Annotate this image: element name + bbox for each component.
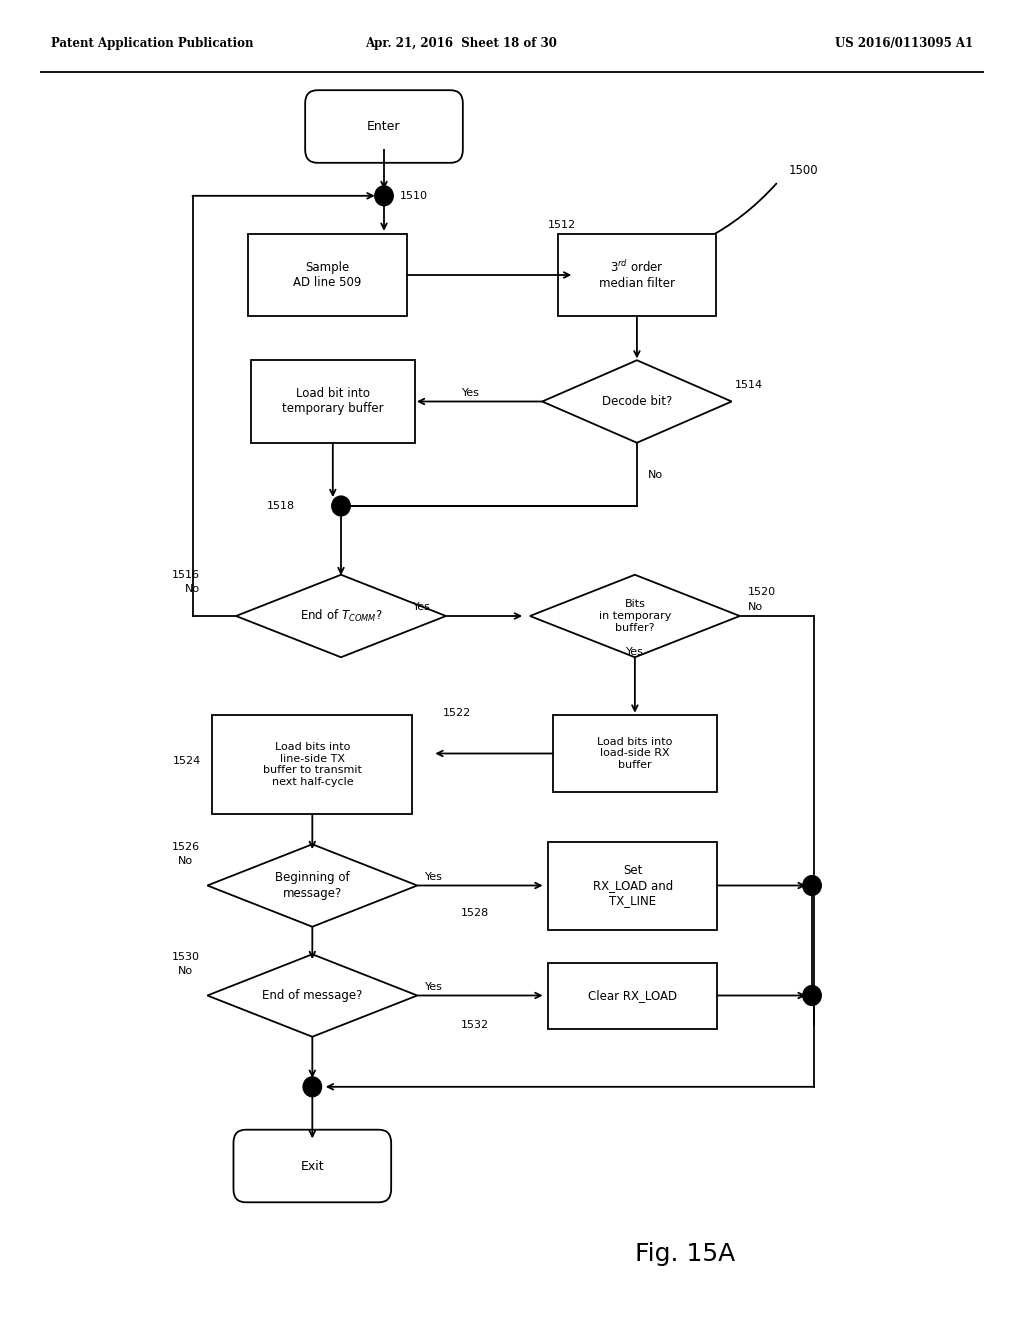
- Bar: [549, 962, 717, 1028]
- Text: Yes: Yes: [425, 982, 442, 991]
- Text: 1516: 1516: [172, 570, 200, 581]
- Text: Load bits into
line-side TX
buffer to transmit
next half-cycle: Load bits into line-side TX buffer to tr…: [263, 742, 361, 787]
- Text: No: No: [177, 966, 193, 977]
- Circle shape: [803, 986, 821, 1006]
- Text: Exit: Exit: [300, 1159, 325, 1172]
- Text: Bits
in temporary
buffer?: Bits in temporary buffer?: [599, 599, 671, 632]
- Text: 1528: 1528: [461, 908, 489, 917]
- Circle shape: [332, 496, 350, 516]
- Text: Yes: Yes: [462, 388, 480, 397]
- Bar: [213, 715, 412, 814]
- Text: No: No: [184, 583, 200, 594]
- Circle shape: [803, 875, 821, 895]
- Text: 1520: 1520: [748, 587, 775, 597]
- Text: 1510: 1510: [399, 191, 427, 201]
- Bar: [248, 234, 407, 317]
- Text: US 2016/0113095 A1: US 2016/0113095 A1: [835, 37, 973, 50]
- FancyBboxPatch shape: [233, 1130, 391, 1203]
- Text: Yes: Yes: [626, 647, 644, 657]
- Text: Patent Application Publication: Patent Application Publication: [51, 37, 254, 50]
- Text: 1500: 1500: [788, 164, 818, 177]
- FancyBboxPatch shape: [305, 90, 463, 162]
- Text: Fig. 15A: Fig. 15A: [635, 1242, 735, 1266]
- Polygon shape: [543, 360, 731, 442]
- Text: Set
RX_LOAD and
TX_LINE: Set RX_LOAD and TX_LINE: [593, 865, 673, 907]
- Polygon shape: [530, 574, 739, 657]
- Text: Enter: Enter: [368, 120, 400, 133]
- Text: 1522: 1522: [442, 708, 471, 718]
- Circle shape: [375, 186, 393, 206]
- Text: 1518: 1518: [267, 502, 295, 511]
- Bar: [251, 360, 415, 442]
- Polygon shape: [207, 954, 418, 1036]
- Text: No: No: [748, 602, 763, 612]
- Text: No: No: [177, 857, 193, 866]
- Bar: [557, 234, 717, 317]
- Text: Yes: Yes: [413, 602, 430, 612]
- Text: Load bit into
temporary buffer: Load bit into temporary buffer: [282, 388, 384, 416]
- Text: Beginning of
message?: Beginning of message?: [275, 871, 349, 899]
- Text: 1524: 1524: [172, 756, 201, 766]
- Text: Clear RX_LOAD: Clear RX_LOAD: [588, 989, 678, 1002]
- Text: 3$^{rd}$ order
median filter: 3$^{rd}$ order median filter: [599, 260, 675, 290]
- Circle shape: [303, 1077, 322, 1097]
- Text: End of message?: End of message?: [262, 989, 362, 1002]
- Text: Yes: Yes: [425, 871, 442, 882]
- Text: Load bits into
load-side RX
buffer: Load bits into load-side RX buffer: [597, 737, 673, 770]
- Text: Decode bit?: Decode bit?: [602, 395, 672, 408]
- Text: Apr. 21, 2016  Sheet 18 of 30: Apr. 21, 2016 Sheet 18 of 30: [365, 37, 557, 50]
- Polygon shape: [237, 574, 446, 657]
- Text: 1512: 1512: [548, 220, 575, 231]
- Text: 1530: 1530: [172, 952, 200, 962]
- Text: No: No: [648, 470, 664, 480]
- Bar: [549, 842, 717, 929]
- Text: End of $T_{COMM}$?: End of $T_{COMM}$?: [300, 609, 382, 624]
- Text: 1526: 1526: [172, 842, 200, 851]
- Polygon shape: [207, 845, 418, 927]
- Text: 1514: 1514: [735, 380, 763, 389]
- Bar: [553, 715, 717, 792]
- Text: Sample
AD line 509: Sample AD line 509: [294, 261, 361, 289]
- Text: 1532: 1532: [461, 1020, 488, 1030]
